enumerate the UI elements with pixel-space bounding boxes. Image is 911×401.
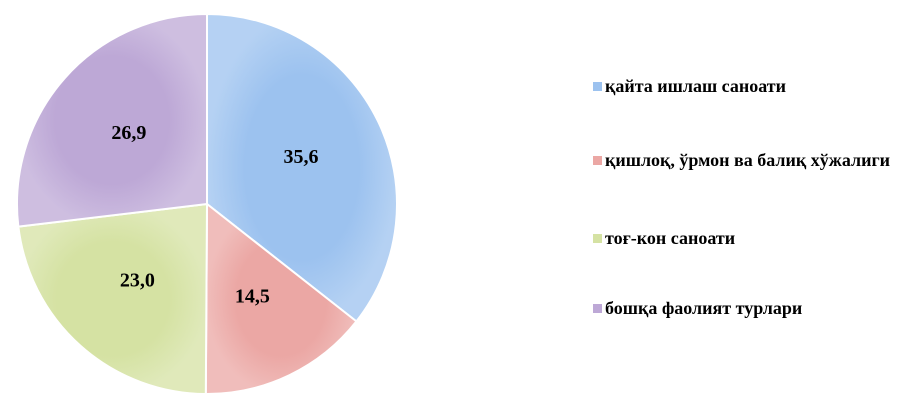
legend-label: қишлоқ, ўрмон ва балиқ хўжалиги	[605, 150, 890, 170]
data-label: 14,5	[235, 286, 270, 308]
legend-item: қишлоқ, ўрмон ва балиқ хўжалиги	[591, 148, 901, 173]
data-label: 23,0	[120, 270, 155, 292]
pie-slice	[17, 202, 209, 396]
pie-slice	[204, 201, 358, 395]
data-label: 26,9	[111, 122, 146, 144]
legend-item: бошқа фаолият турлари	[591, 296, 901, 321]
legend-swatch	[593, 234, 602, 243]
legend-label: қайта ишлаш саноати	[605, 76, 786, 96]
legend-label: тоғ-кон саноати	[605, 228, 736, 248]
legend-swatch	[593, 82, 602, 91]
legend-swatch	[593, 156, 602, 165]
legend-swatch	[593, 304, 602, 313]
pie-slice	[16, 12, 208, 228]
legend-item: тоғ-кон саноати	[591, 226, 901, 251]
pie-slice	[206, 12, 398, 323]
legend-item: қайта ишлаш саноати	[591, 74, 901, 99]
data-label: 35,6	[283, 146, 318, 168]
legend-label: бошқа фаолият турлари	[605, 298, 803, 318]
